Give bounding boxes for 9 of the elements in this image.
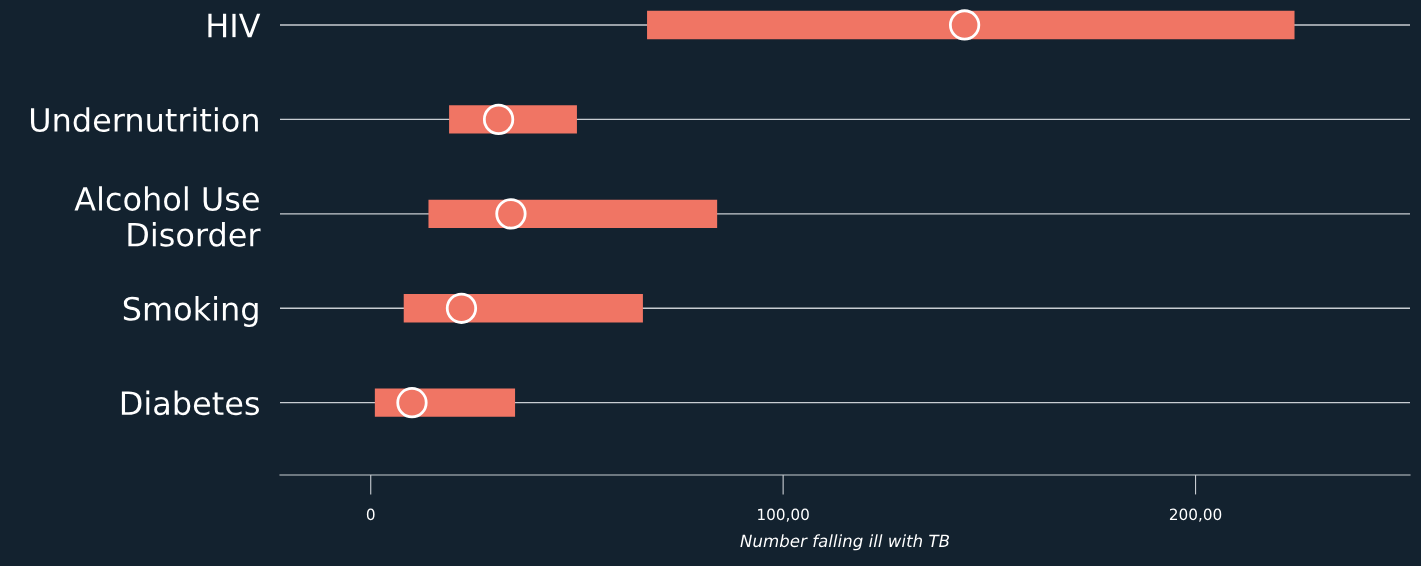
y-tick-label: Smoking [123,296,258,328]
y-tick-label: Diabetes [121,390,259,416]
x-axis-title: Number falling ill with TB [740,534,950,551]
x-tick-label: 100,00 [758,508,809,522]
x-tick-label: 200,00 [1169,508,1222,522]
x-tick-label: 0 [366,508,375,521]
y-tick-label: Alcohol Use Disorder [74,186,261,247]
y-tick-label: HIV [208,13,261,38]
y-tick-label: Undernutrition [30,107,258,133]
